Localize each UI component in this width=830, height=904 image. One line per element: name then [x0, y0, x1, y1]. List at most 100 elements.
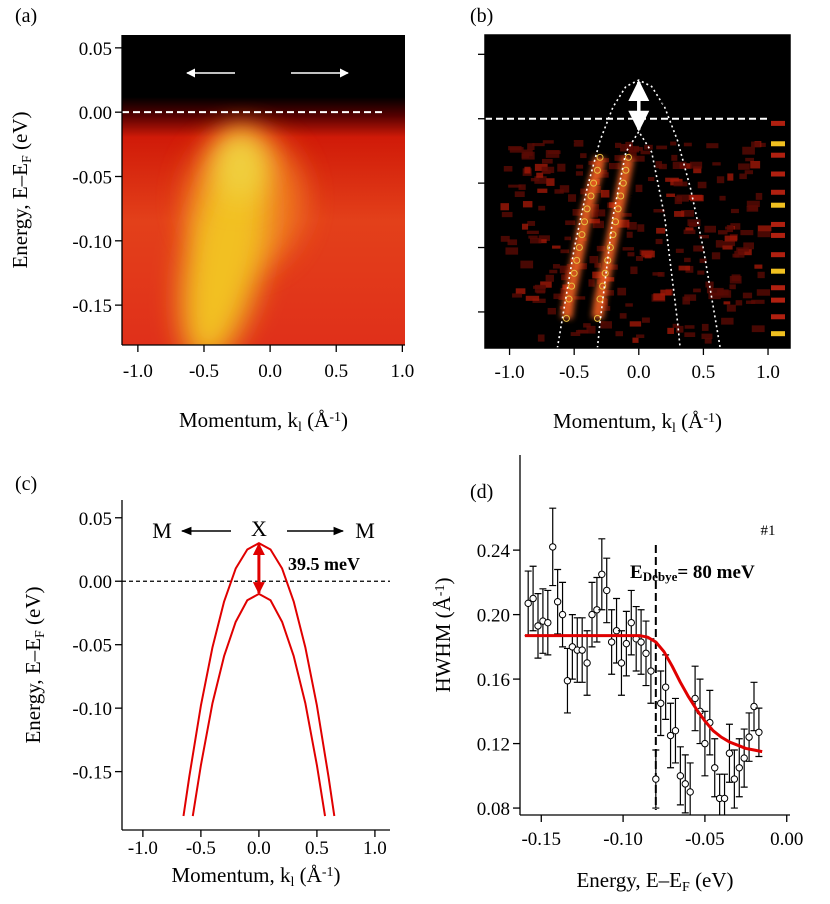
- data-point: [596, 295, 604, 303]
- data-point: [549, 543, 557, 551]
- speckle: [751, 325, 765, 333]
- speckle: [521, 151, 535, 160]
- speckle: [746, 200, 760, 208]
- y-tick-label: 0.00: [79, 572, 112, 593]
- edge-stripe: [771, 252, 785, 258]
- band-label: #2: [631, 190, 646, 206]
- speckle: [632, 337, 639, 343]
- speckle: [698, 234, 709, 239]
- speckle: [534, 176, 547, 184]
- label-part: (Å: [676, 409, 704, 433]
- y-tick-label: 0.24: [477, 541, 511, 562]
- edge-stripe: [771, 152, 785, 158]
- y-tick-label: 0.12: [477, 735, 510, 756]
- speckle: [503, 165, 513, 172]
- speckle: [674, 211, 685, 217]
- data-point: [622, 639, 631, 648]
- edge-stripe: [771, 297, 785, 303]
- speckle: [575, 330, 588, 334]
- speckle: [572, 209, 581, 216]
- speckle: [609, 264, 618, 270]
- direction-label: X: [251, 516, 267, 541]
- speckle: [680, 210, 695, 217]
- plot-area: [524, 507, 763, 815]
- band-label: #1: [561, 131, 576, 147]
- speckle: [518, 184, 526, 190]
- speckle: [536, 172, 544, 178]
- edge-stripe: [771, 202, 785, 208]
- gap-label: 39.5 meV: [288, 554, 360, 574]
- data-point: [563, 677, 572, 685]
- speckle: [735, 300, 743, 306]
- speckle: [704, 338, 712, 344]
- speckle: [712, 162, 721, 166]
- speckle: [580, 153, 587, 159]
- label-part: -1: [703, 411, 715, 426]
- speckle: [546, 178, 555, 186]
- speckle: [568, 194, 577, 202]
- speckle: [682, 296, 691, 305]
- data-point: [565, 295, 573, 303]
- data-point: [573, 256, 581, 264]
- speckle: [745, 300, 756, 304]
- data-point: [568, 282, 576, 290]
- data-point: [617, 659, 626, 667]
- speckle: [559, 185, 570, 193]
- edge-stripe: [771, 285, 785, 291]
- speckle: [554, 189, 564, 194]
- x-tick-label: 1.0: [363, 838, 387, 859]
- speckle: [653, 209, 665, 213]
- speckle: [693, 166, 702, 174]
- speckle: [656, 145, 668, 150]
- speckle: [670, 141, 677, 146]
- y-tick-label: -0.15: [72, 763, 112, 784]
- data-point: [558, 610, 567, 619]
- speckle: [710, 287, 724, 296]
- speckle: [541, 158, 553, 164]
- speckle: [658, 163, 667, 170]
- plot-area: [122, 542, 390, 817]
- data-point: [588, 610, 596, 619]
- speckle: [532, 143, 545, 147]
- speckle: [553, 293, 565, 300]
- speckle: [522, 201, 533, 208]
- x-tick-label: 0.5: [305, 838, 329, 859]
- data-point: [578, 646, 586, 654]
- speckle: [697, 270, 705, 275]
- speckle: [672, 161, 687, 170]
- label-part: F: [682, 880, 690, 895]
- speckle: [570, 332, 581, 336]
- speckle: [628, 145, 640, 153]
- label-part: HWHM (Å: [431, 595, 455, 692]
- data-point: [575, 244, 583, 252]
- edge-stripe: [771, 141, 785, 147]
- data-point: [647, 667, 655, 675]
- speckle: [626, 231, 633, 238]
- speckle: [591, 204, 599, 212]
- speckle: [729, 284, 736, 290]
- speckle: [601, 290, 615, 296]
- label-part: Energy, E–E: [8, 163, 32, 269]
- data-point: [657, 699, 665, 707]
- speckle: [723, 301, 731, 305]
- speckle: [652, 272, 663, 276]
- speckle: [552, 264, 560, 269]
- speckle: [540, 281, 552, 288]
- data-point: [676, 772, 685, 780]
- speckle: [507, 239, 518, 246]
- speckle: [706, 143, 719, 149]
- speckle: [693, 245, 704, 252]
- speckle: [545, 274, 554, 282]
- x-tick-label: 1.0: [756, 362, 780, 383]
- label-part: (eV): [21, 586, 45, 630]
- speckle: [594, 262, 602, 268]
- speckle: [641, 317, 650, 323]
- speckle: [628, 150, 637, 156]
- speckle: [617, 287, 627, 296]
- data-point: [601, 269, 609, 277]
- speckle: [701, 323, 709, 331]
- dotted-curve: [596, 130, 681, 348]
- speckle: [520, 260, 534, 269]
- speckle: [602, 306, 611, 311]
- data-point: [593, 166, 601, 174]
